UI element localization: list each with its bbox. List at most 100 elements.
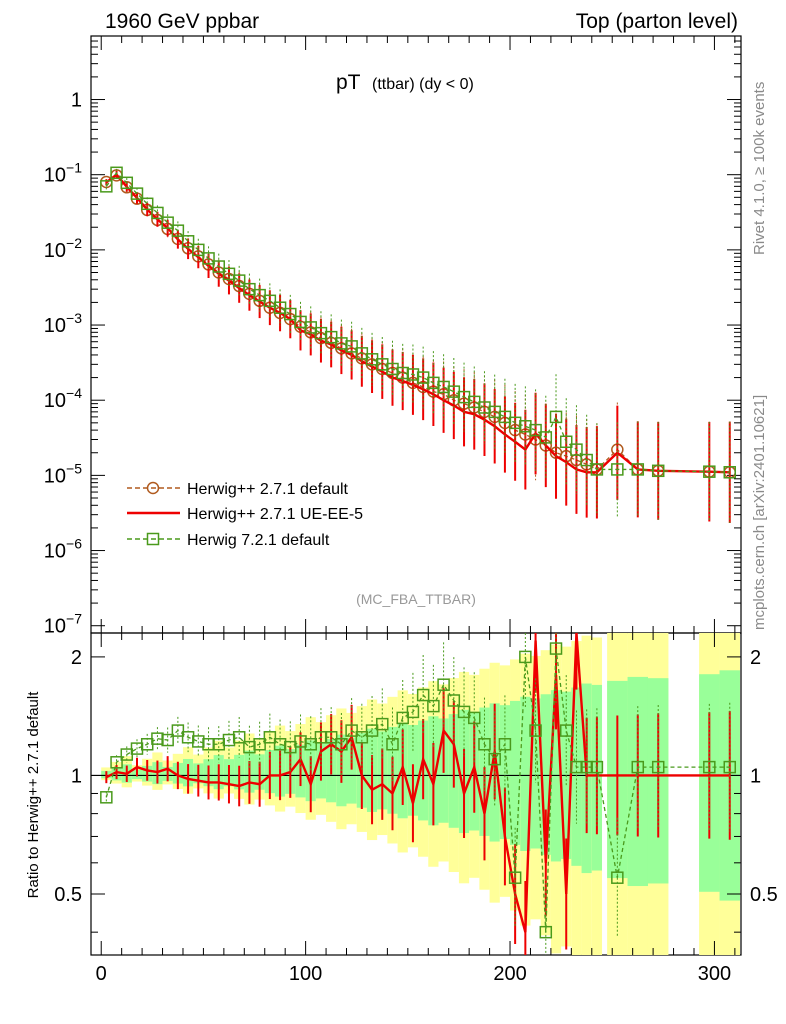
- data-point-herwig7-default: [386, 362, 399, 376]
- ratio-tick-label-right: 2: [750, 647, 761, 669]
- ratio-point-herwig7-default: [723, 760, 737, 774]
- ratio-point-herwig7-default: [171, 724, 185, 737]
- data-point-herwig7-default: [478, 401, 491, 414]
- ratio-series-group: [100, 632, 737, 955]
- legend: Herwig++ 2.7.1 default Herwig++ 2.7.1 UE…: [127, 481, 363, 549]
- y-tick-label: 10−1: [44, 160, 82, 187]
- ratio-point-herwig7-default: [100, 791, 113, 804]
- ratio-point-herwig7-default: [181, 731, 195, 744]
- ratio-point-herwig7-default: [498, 738, 512, 751]
- ratio-point-herwig7-default: [437, 678, 450, 691]
- y-tick-label: 10−5: [44, 460, 82, 487]
- data-point-herwig7-default: [273, 301, 287, 314]
- ratio-point-herwig7-default: [590, 760, 604, 774]
- ratio-tick-label: 2: [71, 647, 82, 669]
- data-point-herwig7-default: [570, 443, 583, 456]
- legend-marker-herwig7-default: [146, 532, 160, 546]
- ratio-band-green: [510, 700, 521, 845]
- data-point-herwig7-default: [559, 435, 573, 449]
- ratio-point-herwig7-default: [355, 731, 369, 744]
- legend-label-herwigpp-default: Herwig++ 2.7.1 default: [187, 481, 349, 498]
- x-tick-label: 100: [289, 963, 322, 985]
- y-tick-label: 10−7: [44, 611, 82, 638]
- ratio-point-herwig7-default: [703, 760, 716, 774]
- data-point-herwig7-default: [345, 340, 358, 353]
- y-tick-label: 10−3: [44, 310, 82, 337]
- main-axis-ticks: 10−7 10−6 10−5 10−4 10−3 10−2 10−1 1 0 100 200 300: [44, 35, 741, 985]
- ratio-point-herwig7-default: [580, 760, 593, 774]
- data-point-herwig7-default: [151, 206, 164, 220]
- ratio-tick-label: 0.5: [54, 884, 82, 906]
- data-point-herwig7-default: [232, 274, 246, 287]
- legend-label-herwigpp-ueee5: Herwig++ 2.7.1 UE-EE-5: [187, 506, 363, 523]
- data-point-herwig7-default: [120, 176, 134, 190]
- legend-marker-herwigpp-default: [146, 481, 160, 495]
- x-tick-label: 200: [493, 963, 526, 985]
- data-point-herwig7-default: [549, 410, 563, 424]
- ratio-band-green: [530, 698, 541, 849]
- data-point-herwig7-default: [100, 180, 113, 193]
- ratio-point-herwig7-default: [212, 738, 226, 751]
- series-line-0: [105, 174, 730, 473]
- ratio-tick-label-right: 1: [750, 765, 761, 787]
- ratio-point-herwig7-default: [508, 871, 522, 884]
- ratio-point-herwig7-default: [335, 738, 348, 751]
- ratio-point-herwig7-default: [376, 717, 389, 731]
- ratio-point-herwig7-default: [447, 694, 461, 707]
- data-point-herwig7-default: [192, 243, 205, 257]
- data-point-herwig7-default: [590, 463, 604, 476]
- ratio-point-herwig7-default: [519, 650, 532, 664]
- ratio-point-herwig7-default: [570, 760, 583, 774]
- ratio-point-herwig7-default: [232, 731, 246, 744]
- mcplots-reference-label: mcplots.cern.ch [arXiv:2401.10621]: [751, 395, 768, 630]
- ratio-point-herwig7-default: [539, 925, 553, 939]
- data-point-herwig7-default: [427, 376, 440, 390]
- ratio-band-green: [571, 687, 582, 866]
- y-tick-label: 10−4: [44, 385, 82, 412]
- data-point-herwig7-default: [580, 453, 593, 467]
- header-left-title: 1960 GeV ppbar: [105, 10, 259, 33]
- ratio-band-green: [520, 696, 531, 852]
- ratio-point-herwig7-default: [192, 735, 205, 748]
- plot-title-sub: (ttbar) (dy < 0): [372, 76, 474, 93]
- data-point-herwig7-default: [222, 267, 236, 281]
- data-point-herwig7-default: [140, 197, 154, 211]
- ratio-point-herwig7-default: [611, 871, 624, 884]
- ratio-point-herwig7-default: [202, 738, 215, 751]
- ratio-point-herwig7-default: [161, 733, 174, 747]
- main-series-group: [100, 166, 737, 523]
- x-tick-label: 300: [698, 963, 731, 985]
- ratio-point-herwig7-default: [151, 732, 164, 745]
- data-point-herwig7-default: [529, 423, 542, 437]
- data-point-herwig7-default: [703, 465, 716, 478]
- series-line-2: [105, 171, 730, 473]
- y-tick-label: 1: [71, 90, 82, 112]
- ratio-point-herwig7-default: [130, 742, 144, 755]
- ratio-point-herwig7-default: [243, 740, 256, 754]
- data-point-herwig7-default: [519, 420, 532, 433]
- ratio-tick-label-right: 0.5: [750, 884, 778, 906]
- data-point-herwig7-default: [437, 380, 450, 394]
- data-point-herwig7-default: [263, 294, 277, 308]
- data-point-herwig7-default: [651, 464, 665, 478]
- ratio-point-herwig7-default: [386, 738, 399, 751]
- ratio-point-herwig7-default: [304, 738, 317, 751]
- data-point-herwig7-default: [335, 337, 348, 350]
- rivet-version-label: Rivet 4.1.0, ≥ 100k events: [751, 82, 768, 255]
- y-tick-label: 10−2: [44, 235, 82, 262]
- ratio-point-herwig7-default: [631, 760, 645, 774]
- y-tick-label: 10−6: [44, 536, 82, 563]
- ratio-point-herwig7-default: [478, 738, 491, 751]
- ratio-point-herwig7-default: [427, 699, 440, 713]
- data-point-herwig7-default: [508, 416, 522, 430]
- ratio-point-herwig7-default: [222, 733, 236, 747]
- ratio-tick-label: 1: [71, 765, 82, 787]
- ratio-band-green: [346, 737, 357, 804]
- ratio-axis-ticks: 0.5 0.5 1 1 2 2: [54, 647, 778, 933]
- x-tick-label: 0: [96, 963, 107, 985]
- ratio-point-herwig7-default: [529, 724, 542, 737]
- ratio-axis-label: Ratio to Herwig++ 2.7.1 default: [25, 691, 42, 899]
- data-point-herwig7-default: [723, 466, 737, 479]
- ratio-point-herwig7-default: [406, 705, 420, 719]
